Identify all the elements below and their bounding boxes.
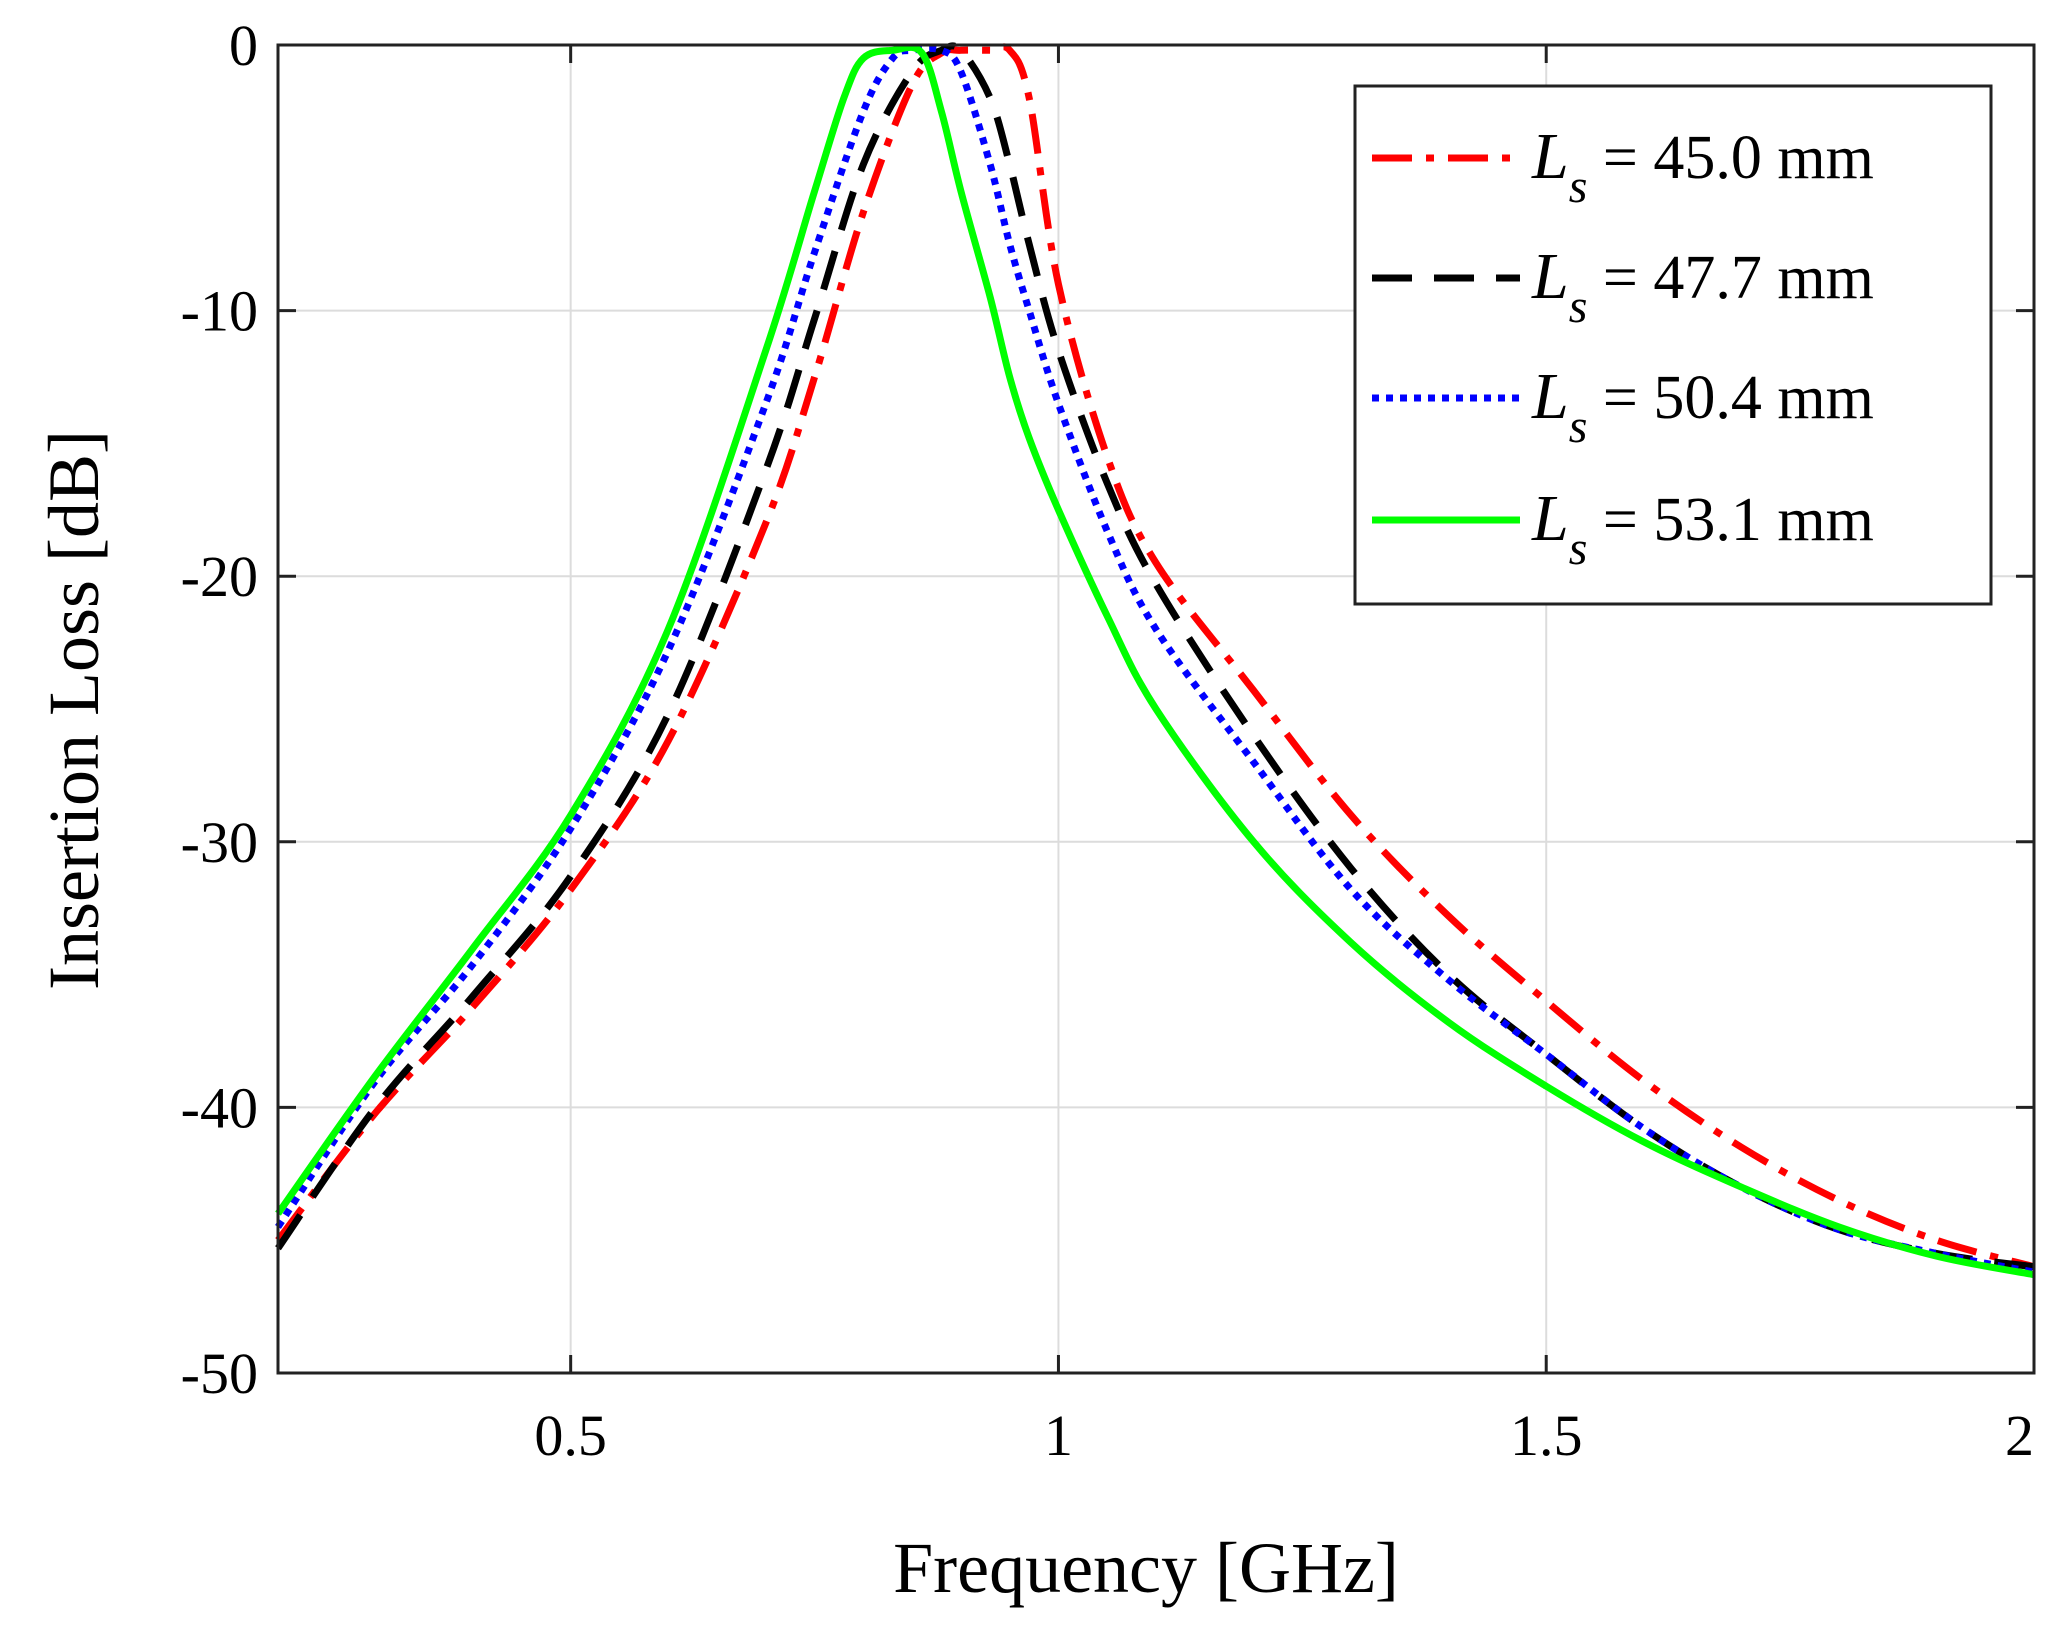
x-axis-title: Frequency [GHz]: [893, 1528, 1399, 1608]
y-tick-label: 0: [229, 13, 258, 78]
x-tick-labels: 0.5 1 1.5 2: [534, 1403, 2034, 1468]
axes-frame: [276, 43, 2036, 1375]
y-axis-title: Insertion Loss [dB]: [34, 430, 114, 990]
series-line-3: [275, 44, 2035, 1276]
x-tick-label: 1.5: [1510, 1403, 1583, 1468]
y-tick-labels: 0 -10 -20 -30 -40 -50: [181, 13, 258, 1406]
y-tick-label: -30: [181, 810, 258, 875]
y-tick-label: -50: [181, 1341, 258, 1406]
legend-label-2: Ls = 47.7 mm: [1531, 240, 1874, 333]
y-tick-label: -10: [181, 279, 258, 344]
legend: Ls = 45.0 mm Ls = 47.7 mm Ls = 50.4 mm Ls =…: [1353, 84, 1993, 606]
series-line-4: [275, 43, 2035, 1279]
legend-label-3: Ls = 50.4 mm: [1531, 360, 1874, 453]
y-tick-label: -40: [181, 1075, 258, 1140]
legend-label-1: Ls = 45.0 mm: [1531, 120, 1874, 213]
x-tick-label: 2: [2005, 1403, 2034, 1468]
legend-box: [1353, 84, 1993, 606]
plot-area: [275, 42, 2035, 1279]
series-line-1: [275, 43, 2035, 1271]
y-tick-label: -20: [181, 544, 258, 609]
legend-label-4: Ls = 53.1 mm: [1531, 482, 1874, 575]
x-tick-label: 1: [1044, 1403, 1073, 1468]
x-tick-label: 0.5: [534, 1403, 607, 1468]
tick-marks: [278, 43, 2036, 1375]
